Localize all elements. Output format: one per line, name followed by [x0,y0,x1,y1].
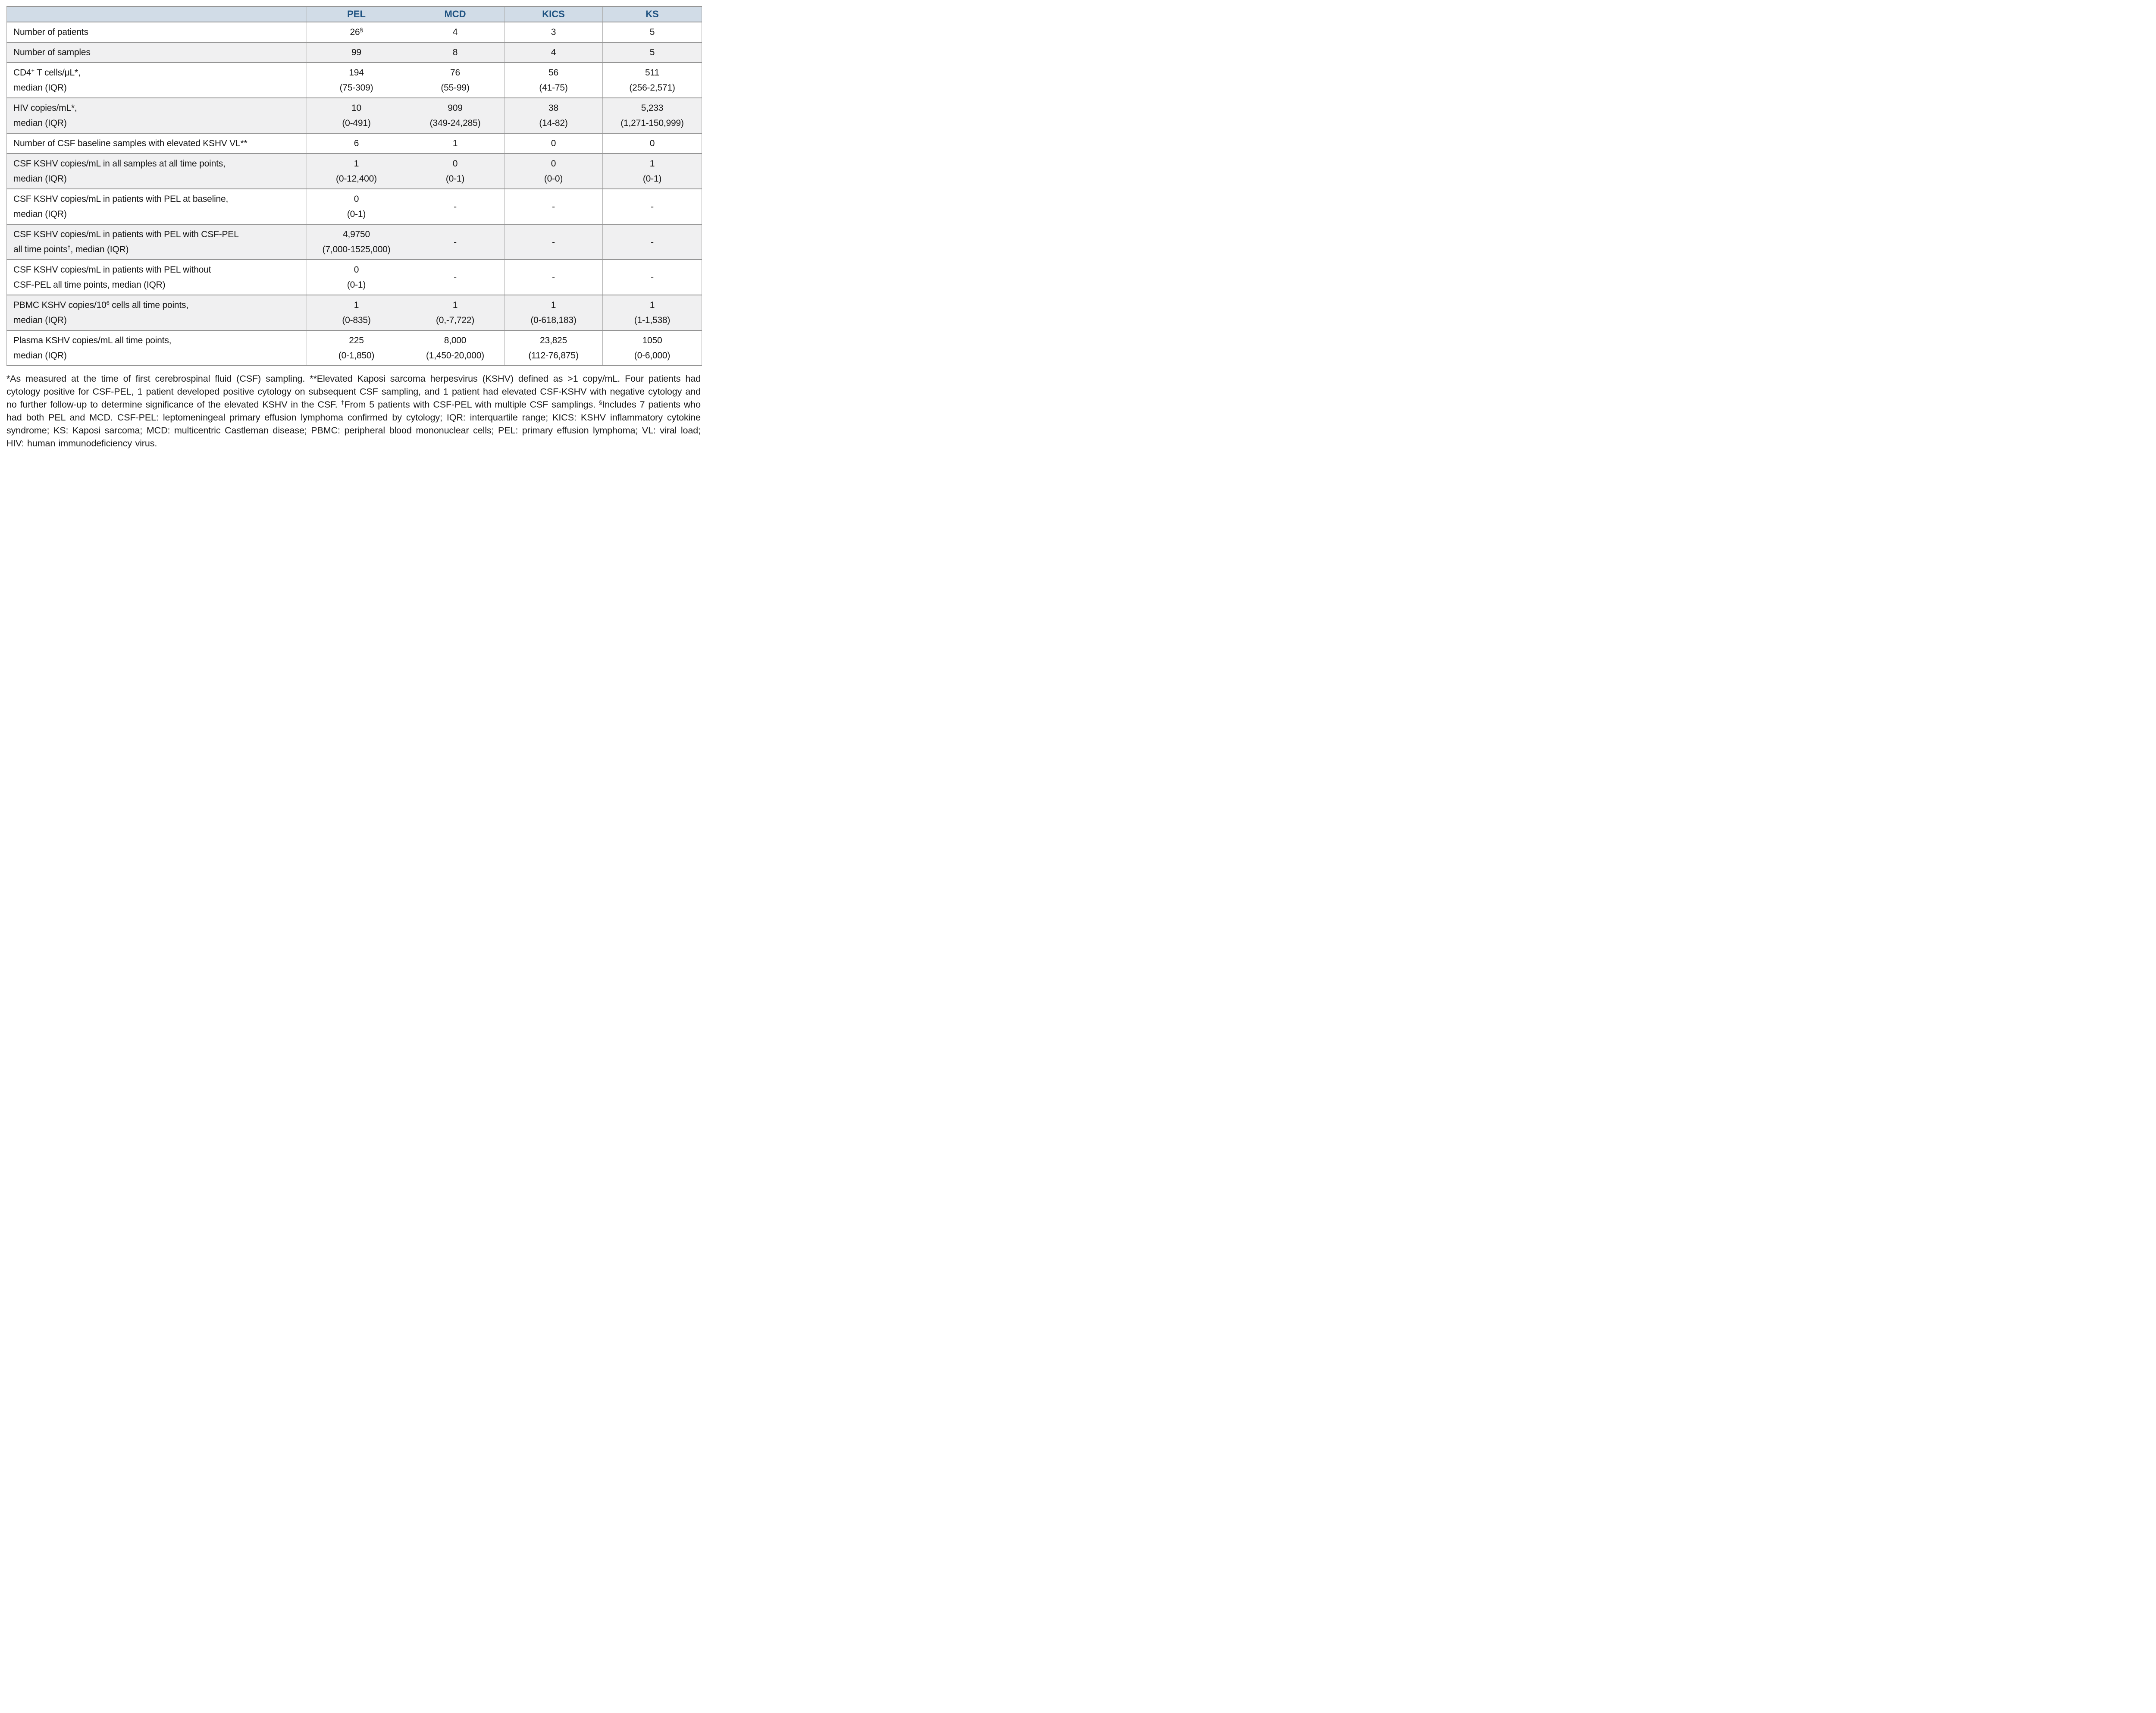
cell-value: 4 [504,42,603,63]
cell-value: 8 [406,42,505,63]
cell-value: 99 [307,42,406,63]
cell-value: 0 (0-1) [307,188,406,225]
cell-value: 1 (0-618,183) [504,295,603,331]
row-label: PBMC KSHV copies/106 cells all time poin… [6,295,307,331]
cell-value: 8,000 (1,450-20,000) [406,330,505,366]
header-row: PEL MCD KICS KS [6,6,702,22]
cell-value: 511 (256-2,571) [602,62,702,98]
table-row: CSF KSHV copies/mL in patients with PEL … [6,224,702,260]
cell-value: 1 (0-1) [602,153,702,189]
cell-value: 4 [406,22,505,43]
table-row: CSF KSHV copies/mL in patients with PEL … [6,259,702,295]
cell-value: - [504,259,603,295]
table-row: Number of CSF baseline samples with elev… [6,133,702,154]
cell-value: - [602,188,702,225]
row-label: CSF KSHV copies/mL in patients with PEL … [6,259,307,295]
row-label: Number of CSF baseline samples with elev… [6,133,307,154]
cell-value: - [406,224,505,260]
cell-value: 0 (0-1) [406,153,505,189]
cell-value: 1 (1-1,538) [602,295,702,331]
cell-value: 38 (14-82) [504,97,603,134]
cell-value: 0 (0-1) [307,259,406,295]
cell-value: 225 (0-1,850) [307,330,406,366]
cell-value: 5,233 (1,271-150,999) [602,97,702,134]
row-label: Plasma KSHV copies/mL all time points, me… [6,330,307,366]
table-row: CSF KSHV copies/mL in patients with PEL … [6,188,702,225]
table-row: Number of patients 26§ 4 3 5 [6,22,702,43]
cell-value: 1 (0,-7,722) [406,295,505,331]
row-label: Number of samples [6,42,307,63]
header-col-pel: PEL [307,6,406,22]
table-row: HIV copies/mL*, median (IQR) 10 (0-491) 909(… [6,97,702,134]
cell-value: 1 (0-12,400) [307,153,406,189]
table-figure: PEL MCD KICS KS Number of patients 26§ 4 3 5… [0,0,707,454]
cell-value: 23,825 (112-76,875) [504,330,603,366]
header-col-kics: KICS [504,6,603,22]
cell-value: 1 (0-835) [307,295,406,331]
cell-value: 26§ [307,22,406,43]
table-row: Plasma KSHV copies/mL all time points, me… [6,330,702,366]
row-label: Number of patients [6,22,307,43]
cell-value: 3 [504,22,603,43]
table-row: CSF KSHV copies/mL in all samples at all… [6,153,702,189]
cell-value: 56 (41-75) [504,62,603,98]
cell-value: 0 (0-0) [504,153,603,189]
cell-value: - [602,259,702,295]
table-row: PBMC KSHV copies/106 cells all time poin… [6,295,702,331]
data-table: PEL MCD KICS KS Number of patients 26§ 4 3 5… [6,6,702,366]
cell-value: - [504,188,603,225]
table-row: Number of samples 99 8 4 5 [6,42,702,63]
cell-value: 1050 (0-6,000) [602,330,702,366]
header-col-mcd: MCD [406,6,505,22]
cell-value: 4,9750 (7,000-1525,000) [307,224,406,260]
row-label: CSF KSHV copies/mL in patients with PEL … [6,188,307,225]
cell-value: 909 (349-24,285) [406,97,505,134]
header-empty-cell [6,6,307,22]
cell-value: 194 (75-309) [307,62,406,98]
cell-value: 76 (55-99) [406,62,505,98]
cell-value: - [504,224,603,260]
cell-value: 0 [504,133,603,154]
table-row: CD4+ T cells/μL*, median (IQR) 194 (75-309)… [6,62,702,98]
cell-value: - [406,188,505,225]
row-label: CD4+ T cells/μL*, median (IQR) [6,62,307,98]
cell-value: 6 [307,133,406,154]
footnote: *As measured at the time of first cerebr… [6,373,701,449]
cell-value: 0 [602,133,702,154]
cell-value: - [602,224,702,260]
cell-value: 10 (0-491) [307,97,406,134]
row-label: CSF KSHV copies/mL in patients with PEL … [6,224,307,260]
cell-value: - [406,259,505,295]
cell-value: 5 [602,42,702,63]
row-label: HIV copies/mL*, median (IQR) [6,97,307,134]
cell-value: 1 [406,133,505,154]
header-col-ks: KS [602,6,702,22]
row-label: CSF KSHV copies/mL in all samples at all… [6,153,307,189]
cell-value: 5 [602,22,702,43]
